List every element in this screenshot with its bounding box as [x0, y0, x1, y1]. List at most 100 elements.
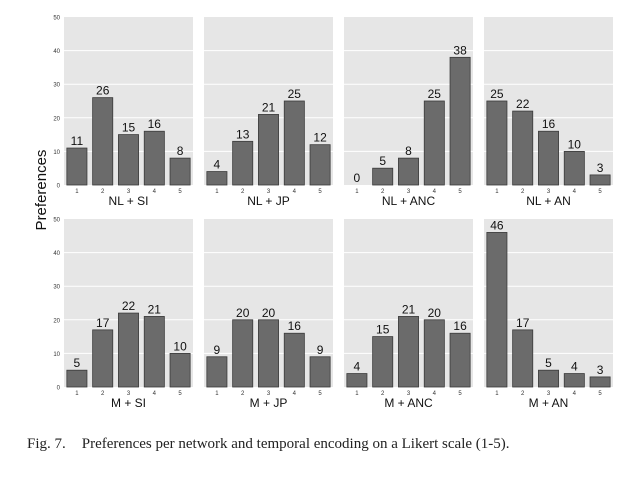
x-tick-label: 5 [178, 391, 182, 397]
bar-5 [169, 157, 191, 186]
data-label: 25 [288, 87, 302, 101]
x-tick-label: 3 [547, 189, 551, 195]
data-label: 26 [96, 84, 110, 98]
panel-title: M + SI [111, 396, 146, 410]
data-label: 4 [214, 158, 221, 172]
data-label: 16 [542, 117, 556, 131]
y-tick-label: 40 [53, 251, 60, 257]
x-tick-label: 2 [101, 189, 105, 195]
x-tick-label: 1 [495, 189, 499, 195]
x-tick-label: 1 [75, 189, 79, 195]
bar-1 [486, 232, 508, 388]
data-label: 17 [516, 316, 530, 330]
data-label: 16 [148, 117, 162, 131]
data-label: 25 [490, 87, 504, 101]
bar-2 [512, 110, 534, 186]
data-label: 22 [516, 97, 530, 111]
data-label: 4 [571, 360, 578, 374]
y-tick-label: 20 [53, 116, 60, 122]
x-tick-label: 2 [521, 391, 525, 397]
x-tick-label: 1 [215, 189, 219, 195]
bar-1 [206, 356, 228, 388]
data-label: 22 [122, 299, 136, 313]
data-label: 3 [597, 161, 604, 175]
panel-m-anc: 4 1 15 2 21 3 20 4 16 5 M + ANC [344, 219, 473, 410]
bar-3 [118, 312, 139, 388]
bar-3 [398, 157, 419, 186]
x-tick-label: 4 [573, 391, 577, 397]
y-tick-label: 40 [53, 49, 60, 55]
x-tick-label: 5 [318, 189, 322, 195]
panel-title: M + AN [529, 396, 569, 410]
x-tick-label: 4 [293, 189, 297, 195]
y-tick-label: 10 [53, 352, 60, 358]
data-label: 5 [379, 154, 386, 168]
data-label: 0 [354, 171, 361, 185]
data-label: 21 [148, 302, 162, 316]
bar-5 [309, 356, 331, 388]
bar-3 [258, 114, 279, 186]
x-tick-label: 2 [381, 189, 385, 195]
x-tick-label: 3 [267, 189, 271, 195]
caption-text: Preferences per network and temporal enc… [81, 436, 510, 452]
bar-4 [283, 100, 305, 186]
likert-preferences-figure: Preferences 0102030405011126215316485NL … [33, 16, 613, 410]
data-label: 12 [313, 131, 327, 145]
x-tick-label: 4 [153, 189, 157, 195]
bar-2 [92, 97, 114, 186]
data-label: 46 [490, 218, 504, 232]
data-label: 9 [317, 343, 324, 357]
data-label: 5 [74, 356, 81, 370]
bar-5 [309, 144, 331, 186]
panel-title: NL + ANC [382, 194, 436, 208]
x-tick-label: 5 [318, 391, 322, 397]
bar-2 [372, 336, 394, 388]
x-tick-label: 5 [458, 189, 462, 195]
caption-label: Fig. 7. [27, 436, 66, 452]
bar-3 [538, 369, 559, 388]
x-tick-label: 3 [127, 391, 131, 397]
data-label: 15 [376, 323, 390, 337]
panel-m-an: 46 1 17 2 5 3 4 4 3 5 M + AN [484, 218, 613, 410]
data-label: 8 [177, 144, 184, 158]
bar-1 [206, 171, 228, 186]
bar-1 [346, 373, 368, 388]
y-tick-label: 10 [53, 150, 60, 156]
y-axis-label: Preferences [33, 150, 50, 231]
bar-4 [143, 316, 165, 388]
bar-2 [232, 319, 254, 388]
bar-1 [66, 147, 88, 186]
bar-2 [232, 140, 254, 186]
y-tick-label: 30 [53, 83, 60, 89]
data-label: 21 [402, 302, 416, 316]
panel-m-jp: 9 1 20 2 20 3 16 4 9 5 M + JP [204, 219, 333, 410]
x-tick-label: 3 [127, 189, 131, 195]
data-label: 38 [453, 43, 467, 57]
x-tick-label: 3 [407, 189, 411, 195]
data-label: 15 [122, 121, 136, 135]
x-tick-label: 4 [573, 189, 577, 195]
bar-2 [372, 167, 394, 186]
x-tick-label: 1 [75, 391, 79, 397]
data-label: 16 [453, 319, 467, 333]
panel-title: NL + SI [109, 194, 149, 208]
bar-4 [283, 332, 305, 388]
y-tick-label: 50 [53, 16, 60, 22]
x-tick-label: 5 [178, 189, 182, 195]
x-tick-label: 1 [215, 391, 219, 397]
bar-4 [563, 373, 585, 388]
x-tick-label: 5 [598, 189, 602, 195]
panel-nl-jp: 4 1 13 2 21 3 25 4 12 5 NL + JP [204, 17, 333, 208]
bar-3 [258, 319, 279, 388]
panel-title: M + JP [250, 396, 288, 410]
x-tick-label: 1 [355, 391, 359, 397]
y-tick-label: 0 [57, 386, 61, 392]
x-tick-label: 2 [521, 189, 525, 195]
data-label: 3 [597, 363, 604, 377]
y-tick-label: 20 [53, 318, 60, 324]
x-tick-label: 3 [547, 391, 551, 397]
x-tick-label: 4 [153, 391, 157, 397]
